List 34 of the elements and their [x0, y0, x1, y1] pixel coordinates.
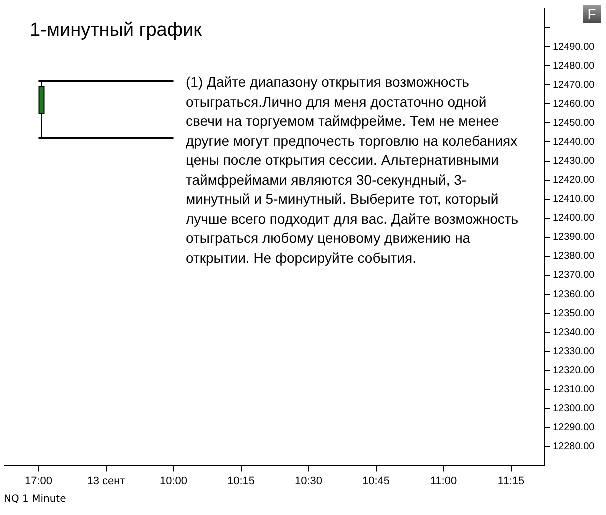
y-tick-label: 12400.00	[553, 213, 596, 224]
letter-button-icon: F	[583, 5, 601, 23]
y-tick-label: 12310.00	[553, 384, 596, 396]
y-tick-label: 12320.00	[553, 365, 596, 376]
y-tick-label: 12370.00	[553, 270, 596, 282]
y-tick-label: 12480.00	[553, 60, 596, 72]
y-tick-label: 12450.00	[553, 118, 596, 129]
y-tick-label: 12340.00	[553, 327, 596, 338]
y-tick-label: 12420.00	[553, 175, 596, 186]
text: NQ 1 Minute	[4, 494, 66, 505]
y-tick-label: 12280.00	[553, 442, 596, 453]
x-tick-label: 13 сент	[87, 475, 126, 488]
y-tick-label: 12440.00	[553, 136, 596, 148]
y-tick-label: 12430.00	[553, 156, 596, 168]
x-tick-label: 10:45	[362, 475, 390, 488]
text: 1-минутный график	[30, 20, 202, 42]
x-tick-label: 17:00	[24, 475, 53, 488]
x-tick-label: 10:15	[227, 475, 256, 488]
y-tick-label: 12360.00	[553, 289, 596, 300]
x-tick-label: 10:30	[294, 475, 323, 488]
y-tick-label: 12490.00	[553, 42, 596, 53]
x-tick-label: 10:00	[160, 475, 188, 488]
y-tick-label: 12390.00	[553, 232, 596, 244]
y-tick-label: 12290.00	[553, 422, 596, 434]
y-tick-label: 12460.00	[553, 98, 596, 110]
x-tick-label: 11:15	[498, 475, 525, 488]
y-tick-label: 12380.00	[553, 251, 596, 262]
y-tick-label: 12470.00	[553, 80, 596, 91]
y-tick-label: 12330.00	[553, 346, 596, 358]
x-tick-label: 11:00	[430, 475, 458, 488]
y-tick-label: 12410.00	[553, 194, 596, 206]
y-tick-label: 12300.00	[553, 403, 596, 414]
y-tick-label: 12350.00	[553, 308, 596, 320]
text: (1) Дайте диапазону открытия возможность отыграться.Лично для меня достаточно одной свечи на торгуемом таймфрейме. Тем не менее другие могут предпочесть торговлю на колебаниях цены после открытия сессии. Альтернативными таймфреймами являются 30-секундный, 3-минутный и 5-минутный. Выберите тот, который лучше всего подходит для вас. Дайте возможность отыграться любому ценовому движению на открытии. Не форсируйте события.	[186, 74, 519, 266]
